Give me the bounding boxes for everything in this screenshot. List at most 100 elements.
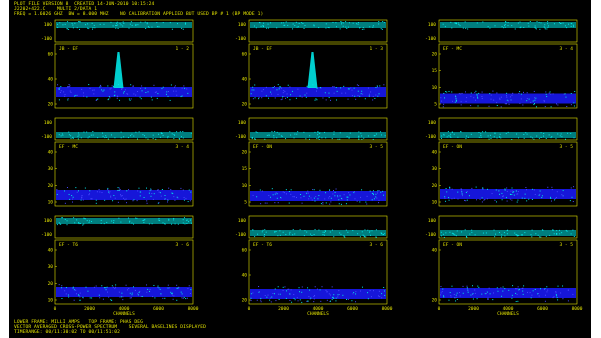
amplitude-point [461, 192, 463, 194]
phase-point [87, 137, 89, 139]
amplitude-point [517, 199, 519, 201]
amplitude-point [331, 299, 333, 301]
amplitude-point [479, 198, 481, 200]
amplitude-point [151, 192, 153, 194]
amplitude-point [505, 95, 507, 97]
amplitude-point [538, 293, 540, 295]
baseline-index: 1 - 3 [369, 46, 383, 52]
phase-point [487, 26, 489, 28]
amplitude-point [183, 199, 185, 201]
phase-point [105, 136, 107, 138]
amplitude-point [359, 201, 361, 203]
phase-point [173, 217, 175, 219]
amplitude-point [126, 289, 128, 291]
phase-point [173, 219, 175, 221]
phase-point [61, 217, 63, 219]
amplitude-point [118, 189, 120, 191]
amplitude-point [287, 84, 289, 86]
phase-point [62, 24, 64, 26]
phase-point [159, 136, 161, 138]
phase-point [457, 136, 459, 138]
amplitude-point [290, 94, 292, 96]
phase-point [494, 133, 496, 135]
amplitude-point [274, 202, 276, 204]
phase-point [333, 133, 335, 135]
amplitude-point [507, 100, 509, 102]
amplitude-point [315, 90, 317, 92]
amplitude-point [356, 200, 358, 202]
phase-point [482, 131, 484, 133]
phase-point [190, 222, 192, 224]
amplitude-point [574, 90, 576, 92]
phase-point [89, 220, 91, 222]
amplitude-point [130, 98, 132, 100]
amplitude-point [533, 189, 535, 191]
amplitude-point [187, 201, 189, 203]
phase-point [116, 21, 118, 23]
amplitude-point [283, 96, 285, 98]
amplitude-point [470, 92, 472, 94]
amplitude-point [70, 91, 72, 93]
amplitude-point [340, 87, 342, 89]
baseline-index: 3 - 5 [559, 242, 573, 248]
amplitude-point [512, 92, 514, 94]
phase-point [342, 25, 344, 27]
phase-point [92, 134, 94, 136]
phase-point [443, 134, 445, 136]
phase-point [467, 136, 469, 138]
phase-point [254, 138, 256, 140]
amplitude-tick-label: 60 [242, 248, 248, 254]
amplitude-point [117, 187, 119, 189]
amplitude-point [446, 91, 448, 93]
amplitude-point [372, 190, 374, 192]
phase-point [294, 25, 296, 27]
amplitude-point [174, 85, 176, 87]
amplitude-point [532, 188, 534, 190]
phase-point [339, 132, 341, 134]
amplitude-point [129, 99, 131, 101]
amplitude-point [326, 299, 328, 301]
amplitude-point [136, 200, 138, 202]
amplitude-point [444, 97, 446, 99]
amplitude-point [268, 195, 270, 197]
amplitude-point [329, 294, 331, 296]
phase-point [135, 24, 137, 26]
phase-point [142, 134, 144, 136]
phase-point [495, 233, 497, 235]
amplitude-point [382, 190, 384, 192]
phase-point [313, 234, 315, 236]
amplitude-point [122, 299, 124, 301]
phase-point [285, 138, 287, 140]
amplitude-tick-label: 5 [434, 102, 437, 108]
phase-point [184, 23, 186, 25]
amplitude-point [367, 298, 369, 300]
amplitude-point [330, 300, 331, 302]
phase-point [72, 137, 74, 139]
amplitude-point [448, 199, 450, 201]
phase-point [572, 24, 574, 26]
header-line-1: PLOT FILE VERSION 8 CREATED 14-JUN-2010 … [14, 2, 155, 7]
phase-point [70, 135, 72, 137]
amplitude-point [332, 86, 334, 88]
phase-point [301, 22, 303, 24]
amplitude-point [147, 91, 149, 93]
amplitude-point [126, 190, 128, 192]
amplitude-point [511, 294, 513, 296]
amplitude-point [483, 199, 485, 201]
amplitude-point [361, 90, 363, 92]
phase-point [76, 27, 78, 29]
phase-point [303, 27, 305, 29]
amplitude-point [159, 192, 161, 194]
phase-point [339, 232, 341, 234]
amplitude-point [546, 286, 548, 288]
amplitude-point [509, 96, 511, 98]
phase-point [105, 135, 107, 137]
amplitude-point [292, 196, 294, 198]
phase-tick-label: 100 [428, 218, 436, 224]
amplitude-point [526, 98, 528, 100]
phase-point [536, 21, 538, 23]
amplitude-point [299, 95, 301, 97]
